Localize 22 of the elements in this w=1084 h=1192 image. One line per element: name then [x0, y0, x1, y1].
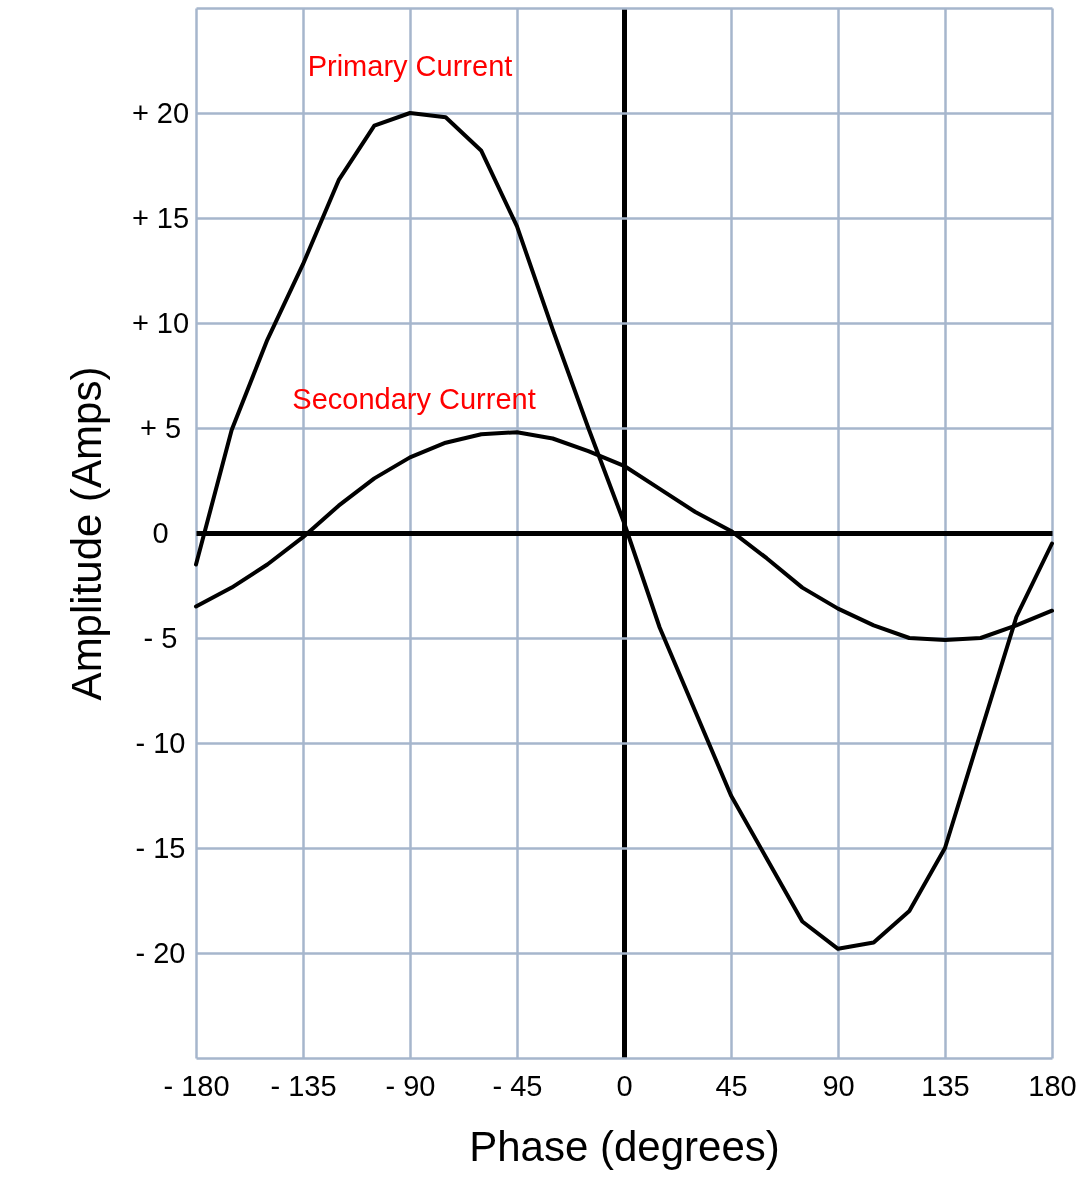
x-tick-label: - 90: [385, 1069, 436, 1102]
y-tick-label: + 15: [131, 201, 190, 234]
x-tick-label: - 135: [270, 1069, 337, 1102]
x-tick-label: - 45: [492, 1069, 543, 1102]
y-tick-label: - 10: [135, 726, 186, 759]
x-tick-label: 0: [616, 1069, 633, 1102]
y-tick-label: - 5: [143, 621, 178, 654]
x-tick-label: 180: [1028, 1069, 1077, 1102]
series-label: Primary Current: [307, 50, 513, 82]
x-tick-label: 45: [715, 1069, 748, 1102]
y-tick-label: - 20: [135, 936, 186, 969]
y-tick-label: + 20: [131, 96, 190, 129]
x-tick-label: - 180: [163, 1069, 230, 1102]
x-tick-label: 135: [921, 1069, 970, 1102]
y-tick-label: 0: [152, 516, 169, 549]
y-tick-label: + 5: [139, 411, 182, 444]
series-label: Secondary Current: [292, 383, 536, 416]
x-tick-label: 90: [822, 1069, 855, 1102]
x-axis-title: Phase (degrees): [469, 1122, 780, 1170]
y-tick-label: - 15: [135, 831, 186, 864]
y-axis-title: Amplitude (Amps): [62, 366, 110, 701]
y-tick-label: + 10: [131, 306, 190, 339]
